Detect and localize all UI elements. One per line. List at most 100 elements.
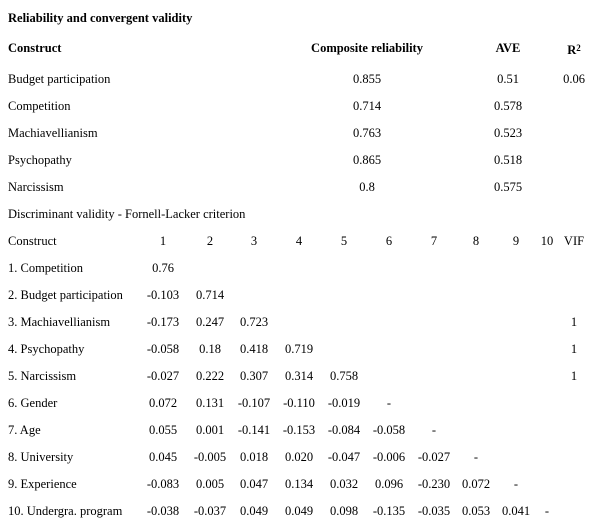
r2-sup: 2 [576,43,581,53]
cell: 0.096 [374,477,404,491]
cell: 0.131 [195,396,225,410]
row-label: 9. Experience [8,477,77,491]
header-cell: 8 [472,234,480,248]
header-cell: 6 [385,234,393,248]
row-label: Psychopathy [8,153,72,167]
cell: 0.578 [493,99,523,113]
cell: 0.222 [195,369,225,383]
row-label: 1. Competition [8,261,83,275]
cell: 0.134 [284,477,314,491]
header-cell: 5 [340,234,348,248]
header-cell: 1 [159,234,167,248]
header-cell: R2 [567,43,581,57]
cell: -0.083 [146,477,180,491]
header-cell: 3 [250,234,258,248]
cell: -0.110 [283,396,315,410]
cell: 0.032 [329,477,359,491]
cell: -0.230 [417,477,451,491]
cell: - [513,477,519,491]
cell: 0.041 [501,504,531,518]
row-label: 3. Machiavellianism [8,315,111,329]
row-label: Machiavellianism [8,126,98,140]
header-cell: 4 [295,234,303,248]
cell: 0.719 [284,342,314,356]
cell: 0.865 [352,153,382,167]
cell: 0.714 [352,99,382,113]
cell: 0.072 [461,477,491,491]
header-cell: 7 [430,234,438,248]
cell: 0.307 [239,369,269,383]
cell: 1 [570,315,578,329]
cell: -0.027 [146,369,180,383]
subtitle: Discriminant validity - Fornell-Lacker c… [8,207,246,221]
row-label: Budget participation [8,72,111,86]
cell: - [544,504,550,518]
cell: 0.047 [239,477,269,491]
cell: -0.035 [417,504,451,518]
cell: 0.055 [148,423,178,437]
row-label: 2. Budget participation [8,288,123,302]
cell: 0.045 [148,450,178,464]
cell: 0.714 [195,288,225,302]
cell: 0.053 [461,504,491,518]
cell: -0.135 [372,504,406,518]
cell: 1 [570,369,578,383]
row-label: Narcissism [8,180,64,194]
header-cell: Composite reliability [311,41,423,55]
cell: 0.018 [239,450,269,464]
cell: -0.005 [193,450,227,464]
row-label: 5. Narcissism [8,369,77,383]
header-cell: 10 [540,234,554,248]
row-label: 7. Age [8,423,41,437]
cell: 0.06 [563,72,585,86]
title: Reliability and convergent validity [8,11,193,25]
cell: -0.037 [193,504,227,518]
cell: -0.153 [282,423,316,437]
cell: -0.027 [417,450,451,464]
cell: -0.047 [327,450,361,464]
cell: 0.855 [352,72,382,86]
cell: 0.314 [284,369,314,383]
cell: 0.072 [148,396,178,410]
r2-base: R [567,43,577,57]
cell: 0.001 [195,423,225,437]
cell: 0.049 [284,504,314,518]
header-cell: 2 [206,234,214,248]
cell: -0.038 [146,504,180,518]
cell: 0.020 [284,450,314,464]
cell: - [431,423,437,437]
cell: -0.103 [146,288,180,302]
cell: - [386,396,392,410]
row-label: 6. Gender [8,396,58,410]
cell: 0.098 [329,504,359,518]
cell: 0.418 [239,342,269,356]
row-label: 4. Psychopathy [8,342,85,356]
cell: -0.019 [327,396,361,410]
cell: 0.758 [329,369,359,383]
cell: 0.005 [195,477,225,491]
cell: 0.51 [497,72,519,86]
cell: 0.575 [493,180,523,194]
cell: 0.523 [493,126,523,140]
cell: -0.141 [237,423,271,437]
cell: 0.18 [199,342,221,356]
cell: 0.8 [359,180,375,194]
row-label: Competition [8,99,71,113]
cell: -0.006 [372,450,406,464]
cell: -0.084 [327,423,361,437]
cell: -0.058 [146,342,180,356]
cell: 0.518 [493,153,523,167]
header-cell: 9 [512,234,520,248]
header-cell: VIF [563,234,585,248]
row-label: 8. University [8,450,74,464]
row-label: 10. Undergra. program [8,504,123,518]
cell: -0.173 [146,315,180,329]
cell: -0.107 [237,396,271,410]
cell: 0.049 [239,504,269,518]
header-cell: AVE [495,41,521,55]
cell: -0.058 [372,423,406,437]
cell: - [473,450,479,464]
header-cell: Construct [8,41,62,55]
cell: 0.723 [239,315,269,329]
